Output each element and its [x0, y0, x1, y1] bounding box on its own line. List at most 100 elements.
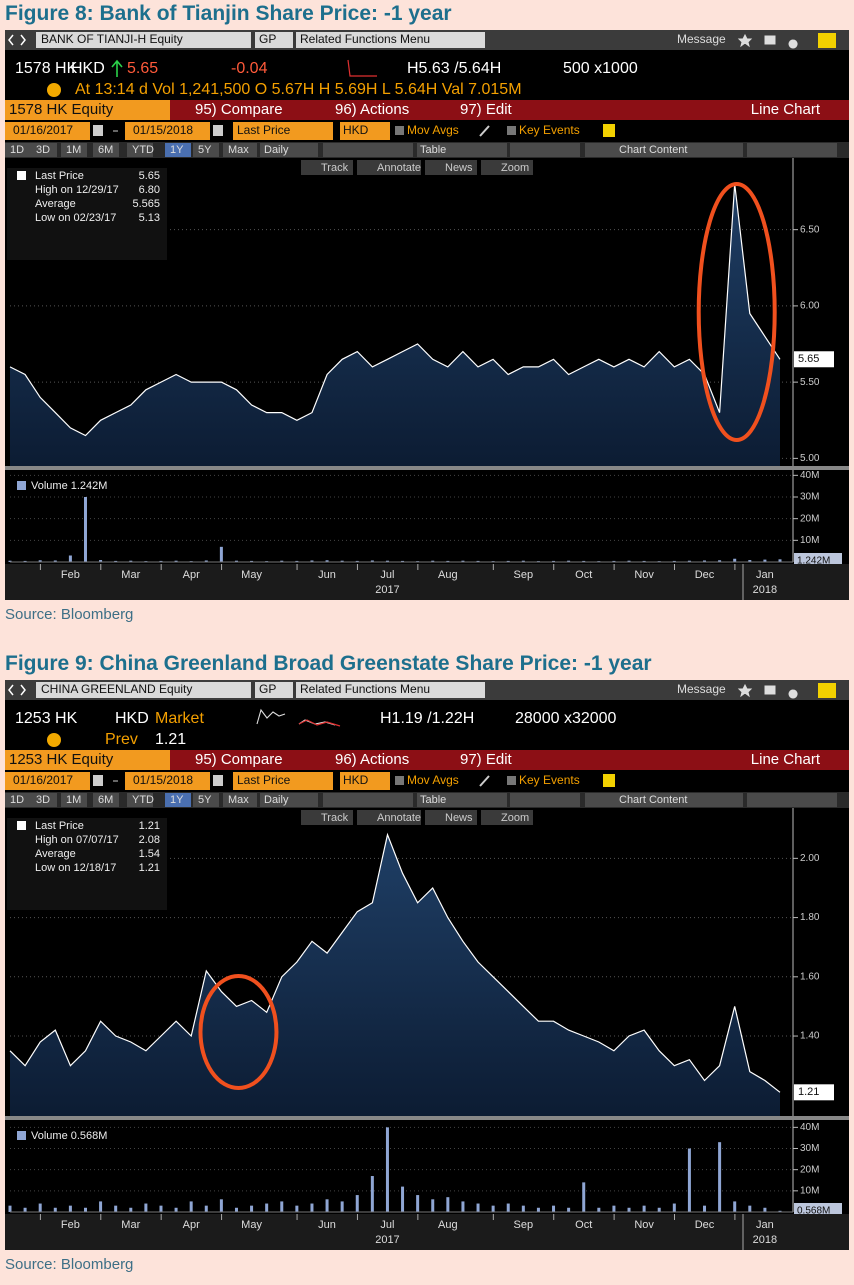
x-tick-label: Feb	[61, 1219, 80, 1231]
figure-title: Figure 8: Bank of Tianjin Share Price: -…	[5, 2, 452, 25]
end-date: 01/15/2018	[133, 773, 193, 787]
volume-bar	[627, 1207, 631, 1212]
volume-bar	[763, 559, 767, 562]
quote-field: 5.65	[127, 60, 158, 77]
field-box	[233, 122, 333, 140]
cal-icon	[213, 125, 223, 136]
period-button	[93, 143, 119, 157]
volume-bar	[159, 1205, 163, 1212]
related: Related Functions Menu	[300, 32, 430, 46]
message: Message	[677, 682, 726, 696]
legend-value: 1.21	[139, 862, 160, 874]
legend-value: 2.08	[139, 834, 160, 846]
volume-bar	[521, 1205, 525, 1212]
period-button	[5, 143, 31, 157]
volume-bar	[370, 1176, 374, 1212]
chart-content: Chart Content	[619, 144, 687, 156]
volume-legend-swatch	[17, 481, 26, 490]
pane-separator	[5, 1116, 849, 1120]
cal-icon	[93, 775, 103, 786]
volume-bar	[144, 1203, 148, 1212]
table-button	[417, 793, 507, 807]
tool: Zoom	[501, 812, 529, 824]
y-tick-label: 5.50	[800, 377, 820, 388]
volume-badge-label: 0.568M	[797, 1206, 830, 1217]
legend-label: Average	[35, 198, 76, 210]
volume-bar	[506, 560, 510, 562]
info-icon	[603, 774, 615, 787]
pane-separator	[5, 466, 849, 470]
chart-kind: Line Chart	[751, 751, 821, 768]
volume-bar	[567, 1207, 571, 1212]
security-box	[36, 32, 251, 48]
period-button	[31, 143, 57, 157]
legend-label: Low on 12/18/17	[35, 862, 116, 874]
volume-bar	[295, 1205, 299, 1212]
highlight-circle	[696, 182, 777, 442]
quote-field: 1578 HK	[15, 60, 78, 77]
currency-box	[340, 772, 390, 790]
x-tick-label: Jun	[318, 569, 336, 581]
volume-bar	[718, 1142, 722, 1212]
table-button	[417, 143, 507, 157]
period: 1M	[66, 144, 81, 156]
period-button	[223, 793, 257, 807]
period: 5Y	[198, 144, 212, 156]
volume-bar	[204, 1205, 208, 1212]
period: YTD	[132, 144, 154, 156]
period: 3D	[36, 144, 50, 156]
period-button	[5, 793, 31, 807]
year-label: 2017	[375, 1234, 399, 1246]
volume-bar	[687, 1148, 691, 1212]
prev-value: 1.21	[155, 731, 186, 748]
frequency: Daily	[264, 794, 289, 806]
legend-label: Average	[35, 848, 76, 860]
x-axis-band	[5, 564, 849, 600]
period: 1D	[10, 794, 24, 806]
info-icon	[603, 124, 615, 137]
legend-box	[7, 168, 167, 260]
volume-bar	[325, 560, 329, 562]
menu-item: 96) Actions	[335, 101, 409, 118]
freq-button	[260, 143, 318, 157]
volume-bar	[491, 1205, 495, 1212]
quote-field: Market	[155, 710, 204, 727]
y-tick-label: 5.00	[800, 453, 820, 464]
volume-bar	[536, 1207, 540, 1212]
cal-icon	[93, 125, 103, 136]
y-tick-label: 10M	[800, 1185, 819, 1196]
volume-bar	[476, 560, 480, 562]
volume-bar	[703, 1205, 707, 1212]
y-tick-label: 1.40	[800, 1031, 820, 1042]
cal-icon	[213, 775, 223, 786]
x-tick-label: Sep	[514, 1219, 534, 1231]
menu-bar	[170, 750, 849, 770]
legend-label: High on 07/07/17	[35, 834, 119, 846]
volume-legend: Volume 1.242M	[31, 480, 107, 492]
volume-bar	[23, 560, 27, 562]
volume-bar	[385, 560, 389, 562]
start-box	[5, 122, 90, 140]
quote-field: 28000 x32000	[515, 710, 617, 727]
volume-bar	[778, 1210, 782, 1212]
settings-button	[747, 143, 837, 157]
currency: HKD	[343, 123, 369, 137]
volume-bar	[733, 1201, 737, 1212]
legend-value: 1.54	[139, 848, 160, 860]
gp: GP	[259, 682, 276, 696]
volume-bar	[250, 560, 254, 562]
volume-bar	[280, 560, 284, 562]
period-button	[61, 143, 87, 157]
ticker-box	[5, 100, 170, 120]
year-label: 2018	[753, 584, 777, 596]
volume-bar	[234, 560, 238, 562]
freq-button	[260, 793, 318, 807]
legend-value: 1.21	[139, 820, 160, 832]
gauge-icon	[47, 733, 61, 747]
end-date: 01/15/2018	[133, 123, 193, 137]
period-button	[31, 793, 57, 807]
volume-bar	[219, 546, 223, 562]
volume-bar	[642, 1205, 646, 1212]
period-button	[223, 143, 257, 157]
